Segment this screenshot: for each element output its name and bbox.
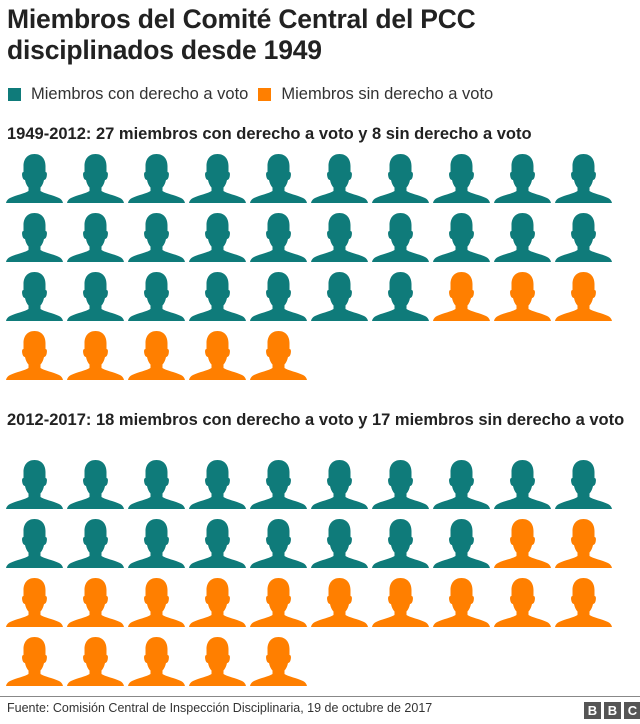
person-icon-voting xyxy=(189,272,246,321)
legend-label-non-voting: Miembros sin derecho a voto xyxy=(281,85,494,103)
person-icon-voting xyxy=(433,154,490,203)
person-icon-non-voting xyxy=(555,519,612,568)
person-icon-non-voting xyxy=(250,331,307,380)
legend: Miembros con derecho a voto Miembros sin… xyxy=(8,85,503,104)
person-icon-non-voting xyxy=(189,637,246,686)
person-icon-voting xyxy=(494,460,551,509)
person-icon-voting xyxy=(6,272,63,321)
person-icon-voting xyxy=(128,460,185,509)
bbc-logo-letter: B xyxy=(604,702,621,719)
person-icon-voting xyxy=(189,213,246,262)
person-icon-voting xyxy=(433,519,490,568)
person-icon-voting xyxy=(555,213,612,262)
person-icon-voting xyxy=(6,213,63,262)
bbc-logo-letter: B xyxy=(584,702,601,719)
person-icon-non-voting xyxy=(494,519,551,568)
person-icon-voting xyxy=(311,154,368,203)
person-icon-voting xyxy=(6,154,63,203)
person-icon-voting xyxy=(67,272,124,321)
section-title-2012-2017: 2012-2017: 18 miembros con derecho a vot… xyxy=(7,411,625,429)
person-icon-non-voting xyxy=(250,637,307,686)
person-icon-voting xyxy=(189,460,246,509)
person-icon-voting xyxy=(67,213,124,262)
person-icon-non-voting xyxy=(494,578,551,627)
person-icon-non-voting xyxy=(189,331,246,380)
legend-swatch-non-voting xyxy=(258,88,272,101)
person-icon-non-voting xyxy=(189,578,246,627)
person-icon-non-voting xyxy=(555,272,612,321)
person-icon-non-voting xyxy=(128,578,185,627)
person-icon-voting xyxy=(189,154,246,203)
person-icon-non-voting xyxy=(128,637,185,686)
legend-label-voting: Miembros con derecho a voto xyxy=(31,85,249,103)
person-icon-non-voting xyxy=(67,578,124,627)
pictogram-grid-2012-2017 xyxy=(6,459,612,686)
person-icon-voting xyxy=(128,272,185,321)
person-icon-non-voting xyxy=(128,331,185,380)
chart-title: Miembros del Comité Central del PCC disc… xyxy=(7,4,476,65)
person-icon-non-voting xyxy=(6,578,63,627)
person-icon-non-voting xyxy=(6,331,63,380)
person-icon-non-voting xyxy=(311,578,368,627)
person-icon-voting xyxy=(311,272,368,321)
person-icon-voting xyxy=(372,519,429,568)
person-icon-voting xyxy=(250,213,307,262)
person-icon-voting xyxy=(6,519,63,568)
person-icon-voting xyxy=(311,213,368,262)
footer-divider xyxy=(0,696,640,697)
person-icon-voting xyxy=(250,272,307,321)
person-icon-voting xyxy=(250,154,307,203)
person-icon-voting xyxy=(494,154,551,203)
person-icon-voting xyxy=(128,519,185,568)
person-icon-non-voting xyxy=(494,272,551,321)
person-icon-voting xyxy=(494,213,551,262)
legend-item-voting: Miembros con derecho a voto xyxy=(8,85,248,104)
person-icon-voting xyxy=(67,460,124,509)
person-icon-voting xyxy=(128,154,185,203)
source-note: Fuente: Comisión Central de Inspección D… xyxy=(7,701,433,715)
bbc-logo: B B C xyxy=(584,702,640,719)
person-icon-voting xyxy=(311,460,368,509)
person-icon-voting xyxy=(6,460,63,509)
person-icon-voting xyxy=(67,154,124,203)
person-icon-non-voting xyxy=(67,637,124,686)
pictogram-grid-1949-2012 xyxy=(6,153,612,380)
person-icon-voting xyxy=(311,519,368,568)
person-icon-voting xyxy=(433,460,490,509)
person-icon-non-voting xyxy=(372,578,429,627)
person-icon-non-voting xyxy=(555,578,612,627)
person-icon-voting xyxy=(250,519,307,568)
person-icon-voting xyxy=(372,272,429,321)
person-icon-non-voting xyxy=(250,578,307,627)
person-icon-voting xyxy=(67,519,124,568)
person-icon-voting xyxy=(555,154,612,203)
legend-swatch-voting xyxy=(8,88,21,101)
person-icon-voting xyxy=(189,519,246,568)
person-icon-non-voting xyxy=(67,331,124,380)
legend-item-non-voting: Miembros sin derecho a voto xyxy=(258,85,493,104)
bbc-logo-letter: C xyxy=(624,702,640,719)
section-title-1949-2012: 1949-2012: 27 miembros con derecho a vot… xyxy=(7,125,532,143)
person-icon-non-voting xyxy=(6,637,63,686)
person-icon-voting xyxy=(555,460,612,509)
person-icon-voting xyxy=(372,154,429,203)
person-icon-voting xyxy=(372,213,429,262)
person-icon-voting xyxy=(128,213,185,262)
person-icon-non-voting xyxy=(433,578,490,627)
person-icon-voting xyxy=(250,460,307,509)
person-icon-voting xyxy=(372,460,429,509)
person-icon-voting xyxy=(433,213,490,262)
person-icon-non-voting xyxy=(433,272,490,321)
